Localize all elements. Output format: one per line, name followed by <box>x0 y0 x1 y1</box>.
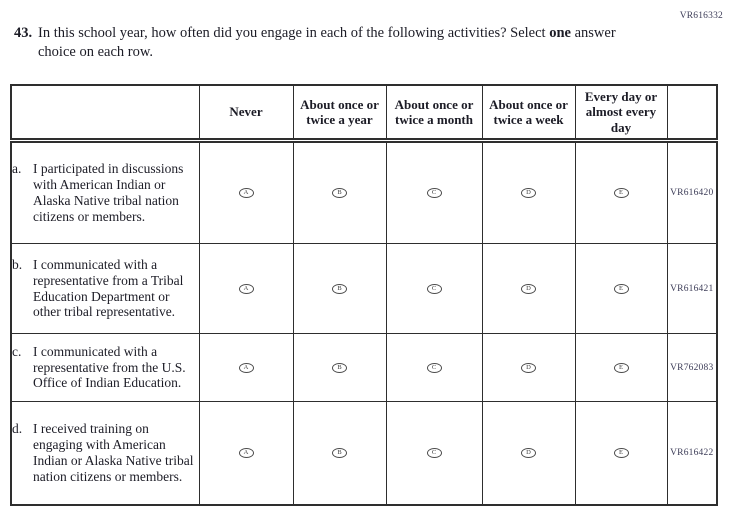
answer-bubble-b[interactable]: B <box>332 448 347 459</box>
answer-bubble-e[interactable]: E <box>613 188 629 199</box>
answer-bubble-d[interactable]: D <box>521 362 536 373</box>
row-d-marker: d. <box>12 420 23 436</box>
answer-bubble-d[interactable]: D <box>521 188 536 199</box>
answer-bubble-c[interactable]: C <box>426 448 442 459</box>
row-a-option-everyday[interactable]: E <box>574 140 668 244</box>
row-c-option-week[interactable]: D <box>481 333 576 402</box>
row-a-option-week[interactable]: D <box>481 140 576 244</box>
row-c-text: I communicated with a representative fro… <box>33 343 186 391</box>
row-c-marker: c. <box>12 343 22 359</box>
header-row: Never About once or twice a year About o… <box>10 84 718 143</box>
row-b-stem: b. I communicated with a representative … <box>10 243 200 334</box>
row-d-option-never[interactable]: A <box>198 401 294 505</box>
answer-bubble-a[interactable]: A <box>238 362 254 373</box>
answer-bubble-b[interactable]: B <box>332 362 347 373</box>
page-variable-code: VR616332 <box>679 11 723 21</box>
answer-bubble-e[interactable]: E <box>613 283 629 294</box>
row-c-stem: c. I communicated with a representative … <box>10 333 200 402</box>
row-b-marker: b. <box>12 256 23 272</box>
question-text: In this school year, how often did you e… <box>38 24 638 62</box>
question-block: 43. In this school year, how often did y… <box>14 24 638 62</box>
row-d-option-everyday[interactable]: E <box>574 401 668 505</box>
row-b-option-year[interactable]: B <box>292 243 387 334</box>
table-row-a: a. I participated in discussions with Am… <box>10 140 718 244</box>
row-c-option-never[interactable]: A <box>198 333 294 402</box>
header-every-day: Every day or almost every day <box>574 84 668 143</box>
answer-bubble-c[interactable]: C <box>426 283 442 294</box>
row-b-variable-code: VR616421 <box>666 243 718 334</box>
answer-bubble-c[interactable]: C <box>426 362 442 373</box>
answer-bubble-d[interactable]: D <box>521 448 536 459</box>
header-stem-empty <box>10 84 200 143</box>
question-text-part2: answer choice on each row. <box>38 25 616 61</box>
table-row-c: c. I communicated with a representative … <box>10 333 718 402</box>
row-b-option-week[interactable]: D <box>481 243 576 334</box>
answer-bubble-e[interactable]: E <box>613 362 629 373</box>
row-d-text: I received training on engaging with Ame… <box>33 420 194 484</box>
row-d-option-year[interactable]: B <box>292 401 387 505</box>
answer-bubble-a[interactable]: A <box>238 283 254 294</box>
row-d-option-week[interactable]: D <box>481 401 576 505</box>
row-a-option-month[interactable]: C <box>385 140 483 244</box>
answer-bubble-b[interactable]: B <box>332 283 347 294</box>
answer-bubble-a[interactable]: A <box>238 188 254 199</box>
table-row-b: b. I communicated with a representative … <box>10 243 718 334</box>
answer-bubble-a[interactable]: A <box>238 448 254 459</box>
row-b-option-everyday[interactable]: E <box>574 243 668 334</box>
row-c-option-everyday[interactable]: E <box>574 333 668 402</box>
row-b-option-never[interactable]: A <box>198 243 294 334</box>
question-text-part1: In this school year, how often did you e… <box>38 25 546 41</box>
row-a-option-year[interactable]: B <box>292 140 387 244</box>
row-c-option-year[interactable]: B <box>292 333 387 402</box>
row-a-option-never[interactable]: A <box>198 140 294 244</box>
answer-bubble-e[interactable]: E <box>613 448 629 459</box>
header-once-twice-year: About once or twice a year <box>292 84 387 143</box>
answer-bubble-b[interactable]: B <box>332 188 347 199</box>
row-a-stem: a. I participated in discussions with Am… <box>10 140 200 244</box>
row-d-stem: d. I received training on engaging with … <box>10 401 200 505</box>
row-a-text: I participated in discussions with Ameri… <box>33 161 184 224</box>
row-c-option-month[interactable]: C <box>385 333 483 402</box>
header-never: Never <box>198 84 294 143</box>
header-once-twice-month: About once or twice a month <box>385 84 483 143</box>
row-d-option-month[interactable]: C <box>385 401 483 505</box>
row-a-variable-code: VR616420 <box>666 140 718 244</box>
question-text-bold: one <box>549 25 571 41</box>
row-c-variable-code: VR762083 <box>666 333 718 402</box>
answer-bubble-c[interactable]: C <box>426 188 442 199</box>
header-once-twice-week: About once or twice a week <box>481 84 576 143</box>
frequency-matrix-table: Never About once or twice a year About o… <box>10 84 718 506</box>
answer-bubble-d[interactable]: D <box>521 283 536 294</box>
question-number: 43. <box>14 25 33 41</box>
header-code-empty <box>666 84 718 143</box>
row-d-variable-code: VR616422 <box>666 401 718 505</box>
row-b-text: I communicated with a representative fro… <box>33 256 184 320</box>
row-b-option-month[interactable]: C <box>385 243 483 334</box>
row-a-marker: a. <box>12 161 22 177</box>
table-row-d: d. I received training on engaging with … <box>10 401 718 505</box>
